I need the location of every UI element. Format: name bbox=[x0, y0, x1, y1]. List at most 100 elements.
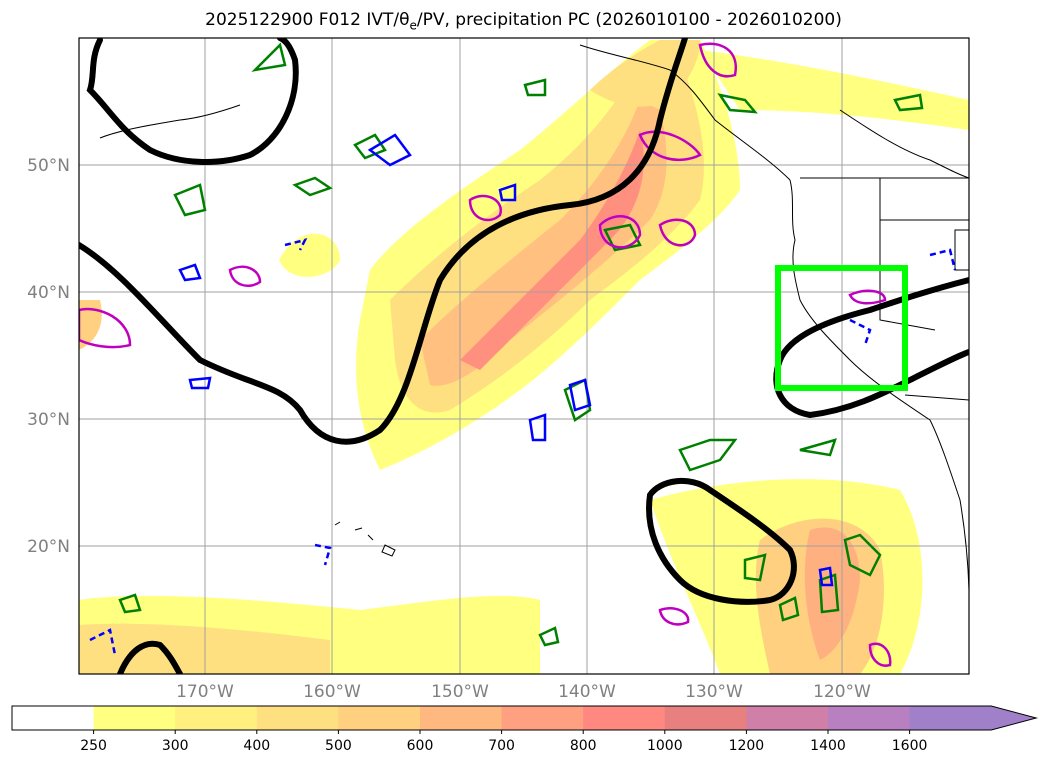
lat-label: 30°N bbox=[27, 410, 70, 430]
pv-blue-dashed-contour bbox=[284, 238, 308, 251]
theta-e-contour-south bbox=[117, 640, 183, 674]
colorbar-tick-label: 250 bbox=[80, 738, 107, 754]
coastline-west-us bbox=[789, 179, 969, 591]
colorbar-tick-label: 700 bbox=[488, 738, 515, 754]
colorbar-tick-label: 1600 bbox=[892, 738, 928, 754]
colorbar-segment bbox=[420, 706, 503, 730]
colorbar-tick-label: 1400 bbox=[810, 738, 846, 754]
pv-magenta-contour bbox=[228, 265, 262, 287]
pv-blue-dashed-contour bbox=[89, 628, 117, 656]
colorbar-tick-label: 600 bbox=[407, 738, 434, 754]
theta-e-contour-northwest bbox=[86, 38, 299, 165]
lat-tick-labels: 50°N 40°N 30°N 20°N bbox=[27, 156, 70, 557]
lon-label: 170°W bbox=[176, 682, 234, 702]
pv-blue-contour bbox=[367, 133, 412, 167]
pv-blue-dashed-contour bbox=[929, 248, 957, 271]
ivt-band-600 bbox=[420, 100, 667, 386]
colorbar-segment bbox=[256, 706, 339, 730]
lon-label: 160°W bbox=[303, 682, 361, 702]
pv-blue-contour bbox=[188, 376, 212, 390]
lon-label: 130°W bbox=[685, 682, 743, 702]
map-frame bbox=[78, 37, 970, 675]
pv-blue-contour bbox=[818, 566, 834, 587]
pv-blue-contour bbox=[528, 413, 547, 442]
colorbar-segment bbox=[93, 706, 176, 730]
ivt-patch-west bbox=[279, 233, 340, 277]
pv-green-contour bbox=[678, 438, 738, 472]
colorbar-extend-arrow bbox=[909, 706, 1037, 730]
pv-magenta-contour bbox=[868, 642, 892, 667]
colorbar-segment bbox=[338, 706, 421, 730]
pv-green-contour bbox=[523, 78, 547, 97]
colorbar-tick-label: 1200 bbox=[729, 738, 765, 754]
pv-blue-dashed-contour bbox=[314, 543, 332, 566]
pv-green-contour bbox=[893, 93, 924, 112]
island-hawaii bbox=[381, 544, 396, 557]
border-canada-inner bbox=[839, 109, 969, 179]
colorbar-tick-label: 400 bbox=[243, 738, 270, 754]
pv-green-contour bbox=[717, 93, 758, 114]
colorbar-segment bbox=[664, 706, 747, 730]
lon-label: 150°W bbox=[431, 682, 489, 702]
region-highlight-box bbox=[775, 265, 908, 391]
ivt-patch-edge bbox=[79, 300, 102, 350]
coastline-aleutian bbox=[99, 104, 241, 139]
map-content bbox=[79, 38, 969, 674]
pv-contours-green bbox=[118, 42, 924, 647]
pv-green-contour bbox=[353, 133, 387, 160]
title-subscript: e bbox=[409, 18, 417, 33]
lon-label: 140°W bbox=[558, 682, 616, 702]
pv-magenta-contour bbox=[79, 307, 132, 349]
pv-green-contour bbox=[743, 553, 767, 582]
lat-label: 50°N bbox=[27, 156, 70, 176]
colorbar-frame bbox=[11, 705, 1039, 731]
pv-magenta-contour bbox=[848, 289, 887, 305]
graticule bbox=[79, 38, 969, 674]
pv-blue-dashed-contour bbox=[849, 318, 872, 346]
pv-green-contour bbox=[173, 183, 207, 217]
colorbar-segment bbox=[583, 706, 666, 730]
pv-blue-contour bbox=[568, 378, 592, 412]
pv-green-contour bbox=[778, 596, 800, 622]
pv-contours-blue bbox=[89, 133, 957, 656]
lat-label: 20°N bbox=[27, 537, 70, 557]
coastlines bbox=[99, 44, 969, 591]
title-prefix: 2025122900 F012 IVT/θ bbox=[205, 10, 410, 30]
colorbar-segment bbox=[175, 706, 258, 730]
colorbar-segment bbox=[12, 706, 95, 730]
border-states-2 bbox=[879, 220, 936, 331]
pv-green-contour bbox=[603, 223, 642, 252]
coastline-bc bbox=[579, 44, 791, 181]
pv-blue-contour bbox=[178, 263, 202, 282]
theta-e-contour-closed bbox=[646, 477, 797, 605]
pv-green-contour bbox=[843, 533, 882, 577]
lon-label: 120°W bbox=[813, 682, 871, 702]
pv-green-contour bbox=[251, 42, 287, 72]
colorbar-segment bbox=[746, 706, 829, 730]
pv-blue-contour bbox=[498, 183, 517, 202]
pv-green-contour bbox=[799, 438, 837, 457]
colorbar-tick-label: 300 bbox=[162, 738, 189, 754]
colorbar: 250 300 400 500 600 700 800 1000 1200 1400 1600 bbox=[11, 705, 1039, 754]
lat-label: 40°N bbox=[27, 283, 70, 303]
border-state-box bbox=[954, 229, 969, 271]
islands-hawaii-chain bbox=[334, 521, 374, 541]
map-title: 2025122900 F012 IVT/θe/PV, precipitation… bbox=[0, 10, 1047, 32]
pv-magenta-contour bbox=[468, 194, 502, 222]
pv-contours-magenta bbox=[79, 42, 892, 667]
ivt-band-800 bbox=[460, 130, 644, 370]
colorbar-tick-label: 800 bbox=[570, 738, 597, 754]
colorbar-tick-label: 500 bbox=[325, 738, 352, 754]
theta-e-contours bbox=[79, 38, 969, 674]
ivt-band-north bbox=[590, 40, 700, 107]
pv-magenta-contour bbox=[658, 218, 697, 247]
pv-magenta-contour bbox=[698, 42, 738, 78]
colorbar-segment bbox=[828, 706, 911, 730]
colorbar-segment bbox=[501, 706, 584, 730]
pv-green-contour bbox=[118, 593, 142, 614]
pv-green-contour bbox=[538, 626, 560, 647]
ivt-band-southeast-core bbox=[804, 527, 860, 660]
theta-e-contour-main bbox=[79, 38, 688, 445]
lon-tick-labels: 170°W 160°W 150°W 140°W 130°W 120°W bbox=[176, 682, 871, 702]
